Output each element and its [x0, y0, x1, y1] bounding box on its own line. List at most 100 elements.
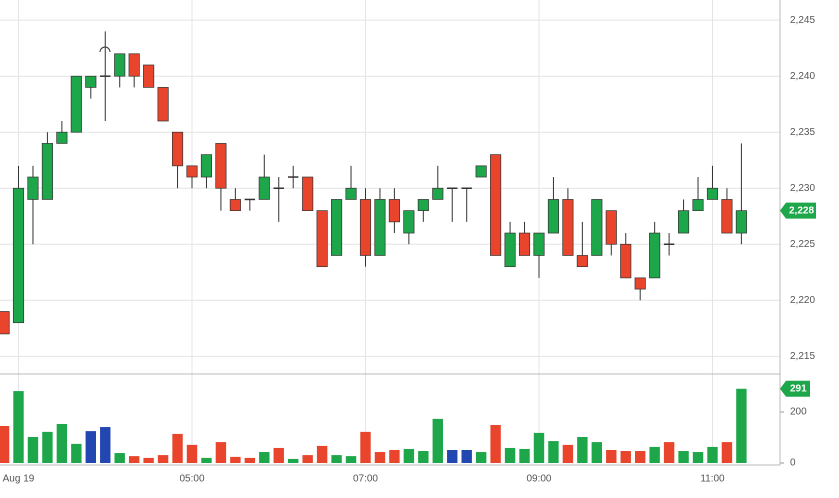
- candle-body: [576, 255, 588, 268]
- y-tick-label: 2,240: [790, 71, 815, 82]
- volume-bar: [42, 431, 53, 463]
- volume-bar: [172, 433, 183, 463]
- volume-bar: [389, 449, 400, 463]
- candle-body: [171, 131, 184, 167]
- volume-bar: [432, 418, 443, 463]
- volume-bar: [591, 442, 603, 463]
- volume-bar: [418, 451, 429, 463]
- volume-bar: [316, 445, 328, 463]
- volume-bar: [374, 452, 386, 463]
- volume-bar: [707, 446, 718, 463]
- candle-body: [678, 210, 690, 234]
- candle-body: [620, 243, 632, 279]
- candle-body: [403, 210, 415, 234]
- x-tick-label: 11:00: [700, 474, 725, 485]
- volume-bar: [447, 449, 458, 463]
- volume-bar: [519, 448, 530, 463]
- y-tick-label: 2,235: [790, 127, 815, 138]
- volume-bar: [461, 449, 472, 463]
- y-tick-label: 2,220: [790, 295, 815, 306]
- volume-bar: [27, 436, 39, 463]
- candle-body: [302, 176, 314, 212]
- candle-body: [504, 232, 516, 268]
- candle-body: [12, 187, 25, 324]
- volume-bar: [143, 457, 154, 463]
- candle-body: [374, 199, 386, 256]
- x-tick-label: Aug 19: [3, 474, 35, 485]
- x-tick-label: 05:00: [179, 474, 204, 485]
- volume-bar: [114, 453, 125, 463]
- candle-body: [331, 199, 343, 256]
- candle-body: [547, 199, 560, 234]
- candle-body: [186, 165, 198, 178]
- candle-body: [735, 210, 747, 234]
- volume-bar: [721, 442, 733, 463]
- candle-body: [70, 75, 82, 133]
- volume-bar: [577, 436, 588, 463]
- volume-bar: [128, 456, 140, 463]
- volume-bar: [620, 451, 631, 463]
- y-tick-label: 2,245: [790, 15, 815, 26]
- volume-bar: [215, 442, 227, 463]
- candle-body: [706, 187, 719, 200]
- volume-bar: [230, 456, 241, 463]
- volume-bar: [490, 424, 501, 463]
- candle-body: [591, 199, 603, 256]
- candle-body: [85, 75, 97, 88]
- candle-body: [56, 131, 68, 144]
- candle-body: [692, 199, 704, 212]
- y-tick-label: 2,230: [790, 183, 815, 194]
- candle-body: [143, 64, 155, 88]
- candle-body: [258, 176, 270, 200]
- candle-body: [0, 311, 10, 335]
- volume-bar: [533, 432, 545, 463]
- volume-bar: [244, 457, 256, 463]
- volume-tag: [780, 380, 810, 397]
- volume-bar: [13, 391, 24, 463]
- volume-bar: [273, 447, 284, 463]
- volume-bar: [562, 444, 574, 463]
- volume-bar: [288, 458, 299, 463]
- candle-body: [605, 210, 617, 245]
- volume-bar: [634, 451, 646, 463]
- volume-tag-label: 291: [790, 383, 807, 394]
- candle-body: [128, 53, 140, 77]
- candle-body: [200, 154, 213, 178]
- volume-bar: [259, 452, 270, 463]
- volume-bar: [649, 446, 660, 463]
- volume-tick-label: 0: [790, 458, 796, 469]
- candle-body: [359, 199, 372, 256]
- candle-body: [114, 53, 126, 77]
- volume-bar: [85, 431, 96, 463]
- candle-body: [432, 187, 444, 200]
- candle-body: [649, 232, 661, 279]
- candle-body: [490, 154, 502, 256]
- candle-body: [388, 199, 400, 223]
- x-tick-label: 07:00: [353, 474, 378, 485]
- volume-bar: [71, 443, 82, 463]
- volume-bar: [0, 426, 10, 463]
- candle-body: [634, 277, 646, 290]
- candle-body: [157, 87, 169, 122]
- volume-tick-label: 200: [790, 407, 807, 418]
- candle-body: [533, 232, 545, 256]
- volume-bar: [606, 449, 617, 463]
- candle-body: [316, 210, 328, 268]
- x-tick-label: 09:00: [526, 474, 551, 485]
- candle-body: [721, 199, 733, 234]
- volume-bar: [345, 456, 357, 463]
- candle-body: [27, 176, 39, 200]
- volume-bar: [692, 452, 704, 463]
- volume-bar: [302, 455, 313, 463]
- volume-bar: [736, 388, 747, 463]
- volume-bar: [186, 444, 198, 463]
- candle-body: [345, 187, 357, 200]
- candle-body: [229, 199, 241, 212]
- volume-bar: [475, 452, 487, 463]
- volume-bar: [157, 455, 169, 463]
- price-tag-label: 2,228: [789, 205, 814, 216]
- price-tag: [780, 202, 816, 219]
- volume-bar: [360, 431, 371, 463]
